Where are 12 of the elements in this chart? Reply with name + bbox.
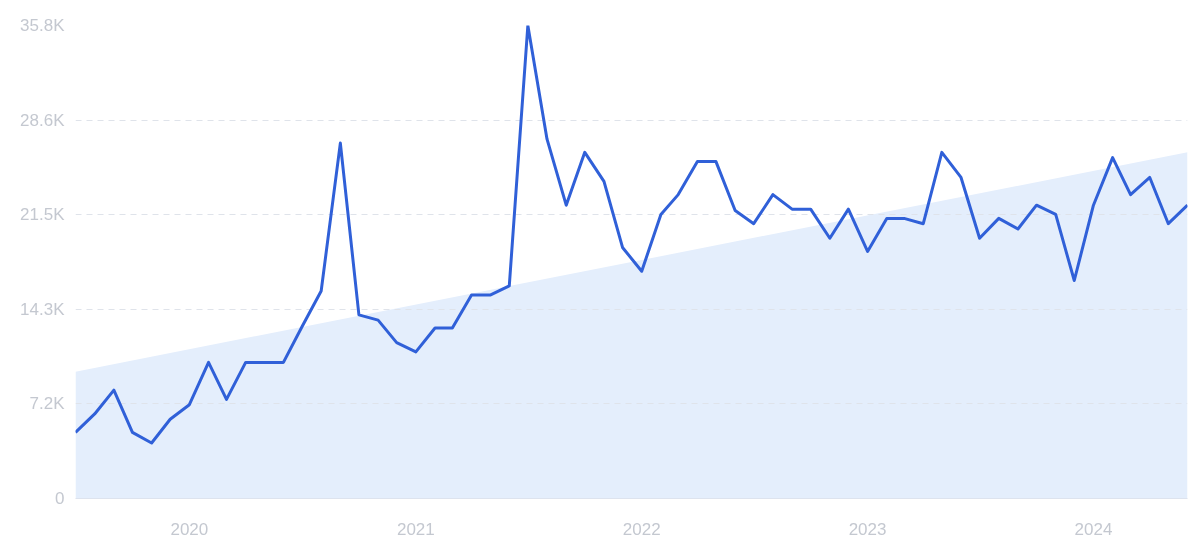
y-tick-label: 35.8K xyxy=(20,16,66,35)
x-tick-label: 2024 xyxy=(1074,519,1113,539)
y-tick-label: 0 xyxy=(55,489,65,508)
x-tick-label: 2020 xyxy=(170,519,209,539)
y-tick-label: 14.3K xyxy=(20,299,66,319)
y-tick-label: 28.6K xyxy=(20,110,66,130)
y-tick-label: 21.5K xyxy=(20,205,66,225)
x-tick-label: 2021 xyxy=(396,519,435,539)
y-tick-label: 7.2K xyxy=(29,394,66,414)
x-tick-label: 2022 xyxy=(622,519,661,539)
x-tick-label: 2023 xyxy=(848,519,887,539)
line-series xyxy=(75,25,1188,445)
